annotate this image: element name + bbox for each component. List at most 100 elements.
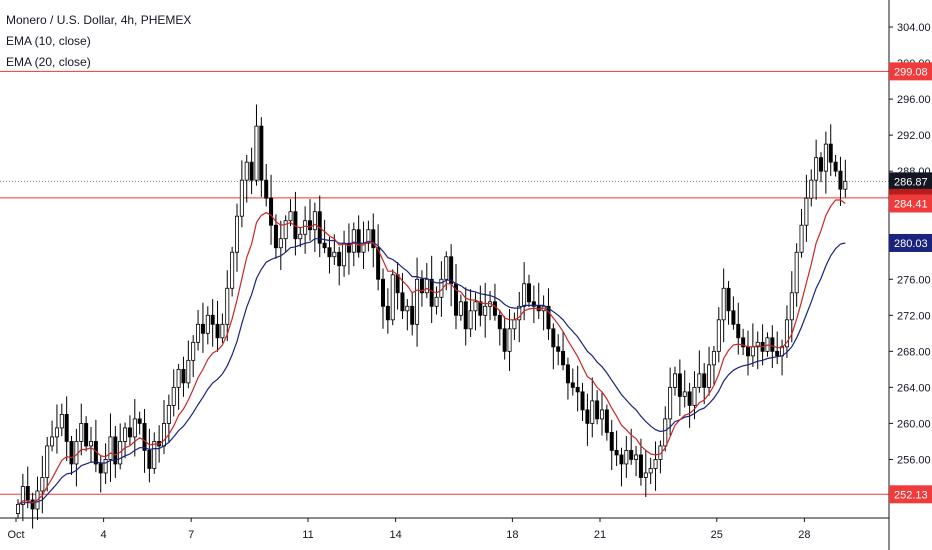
candle-body [468, 310, 473, 330]
candle [673, 366, 678, 396]
candle-body [25, 486, 30, 501]
candle-body [570, 382, 575, 388]
candle-body [648, 468, 653, 474]
candle [176, 363, 181, 410]
legend-symbol: Monero / U.S. Dollar, 4h, PHEMEX [6, 13, 192, 27]
candle-body [249, 161, 254, 181]
candle [123, 422, 128, 459]
candle [595, 390, 600, 425]
candle [288, 199, 293, 227]
candle [716, 307, 721, 363]
candle-body [716, 319, 721, 352]
x-tick-label: Oct [7, 529, 24, 541]
x-tick-label: 21 [594, 529, 606, 541]
candle [405, 299, 410, 331]
candle-body [517, 305, 522, 321]
candle [380, 268, 385, 329]
x-tick-label: 4 [101, 529, 107, 541]
candle [687, 382, 692, 428]
candle [658, 440, 663, 474]
candle [127, 415, 132, 446]
candle [79, 403, 84, 456]
candle-body [804, 197, 809, 226]
price-tag: 280.03 [889, 233, 932, 252]
candle [322, 219, 327, 254]
candle [113, 426, 118, 478]
candle-body [84, 423, 89, 447]
candle [239, 160, 244, 228]
price-tag-box [889, 233, 932, 252]
candle-body [419, 278, 424, 294]
candle [741, 328, 746, 356]
candle-body [629, 450, 634, 460]
price-tag: 252.13 [889, 485, 932, 504]
candle [419, 270, 424, 307]
candle-body [492, 301, 497, 316]
candle [527, 274, 532, 308]
candle-body [322, 242, 327, 249]
candle [556, 334, 561, 366]
candle-body [69, 441, 74, 465]
candle [40, 455, 45, 514]
candle-body [123, 427, 128, 442]
candle [395, 262, 400, 310]
candle-body [385, 305, 390, 321]
candle-body [638, 454, 643, 478]
price-tag-box [889, 172, 932, 191]
candle-body [40, 477, 45, 492]
candle-body [337, 251, 342, 267]
candle [205, 306, 210, 345]
candle [561, 331, 566, 371]
candle [721, 268, 726, 343]
price-tag: 299.08 [889, 62, 932, 81]
candle-body [215, 323, 220, 339]
candle [468, 289, 473, 338]
candle [799, 209, 804, 258]
candle [376, 224, 381, 291]
candle [108, 413, 113, 482]
candle-body [312, 211, 317, 231]
candle [823, 131, 828, 194]
candle-body [186, 359, 191, 384]
candle [371, 213, 376, 268]
candle-body [507, 328, 512, 352]
y-tick-label: 304.00 [897, 22, 931, 34]
candle [415, 257, 420, 347]
candle-body [828, 143, 833, 163]
candle [283, 215, 288, 253]
candle-body [502, 328, 507, 352]
candle-body [561, 350, 566, 366]
candle-body [79, 423, 84, 442]
candle [492, 283, 497, 321]
candle [215, 300, 220, 352]
candle-body [823, 143, 828, 172]
candle-body [259, 125, 264, 181]
candle-body [424, 278, 429, 294]
candle [546, 288, 551, 340]
candle [424, 263, 429, 299]
candle [385, 288, 390, 334]
candle [410, 291, 415, 336]
candle [478, 285, 483, 327]
candle [137, 411, 142, 435]
candle [181, 356, 186, 397]
candle-body [692, 386, 697, 406]
candle-body [741, 337, 746, 348]
candle [463, 287, 468, 346]
candle [210, 299, 215, 347]
candle [186, 340, 191, 389]
candle-body [210, 314, 215, 325]
y-tick-label: 264.00 [897, 382, 931, 394]
candle [604, 404, 609, 441]
candle [390, 269, 395, 326]
candle-body [580, 391, 585, 411]
candle [317, 195, 322, 258]
candle [828, 124, 833, 177]
ema20-line [17, 238, 846, 506]
price-tag: 286.87 [889, 172, 932, 191]
candle [59, 403, 64, 437]
candle-body [731, 310, 736, 325]
candle [356, 215, 361, 258]
candle-body [687, 391, 692, 406]
